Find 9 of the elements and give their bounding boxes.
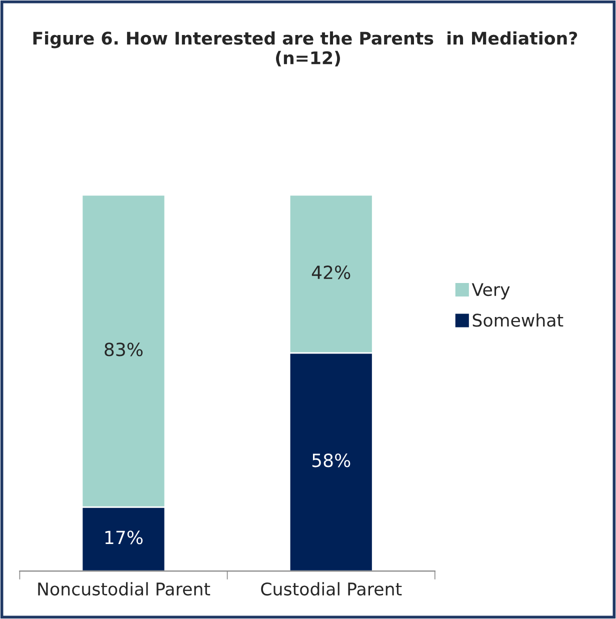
data-label: 17% — [105, 530, 143, 544]
data-label: 83% — [104, 342, 143, 356]
legend-label: Very — [472, 283, 510, 300]
legend-label: Somewhat — [472, 313, 564, 327]
data-label: 42% — [312, 266, 350, 280]
x-tick-label: Custodial Parent — [261, 582, 402, 596]
chart-title: Figure 6. How Interested are the Parents in Mediation? (n=12) — [33, 31, 578, 66]
x-tick-label: Noncustodial Parent — [38, 582, 210, 596]
data-label: 58% — [312, 454, 350, 468]
